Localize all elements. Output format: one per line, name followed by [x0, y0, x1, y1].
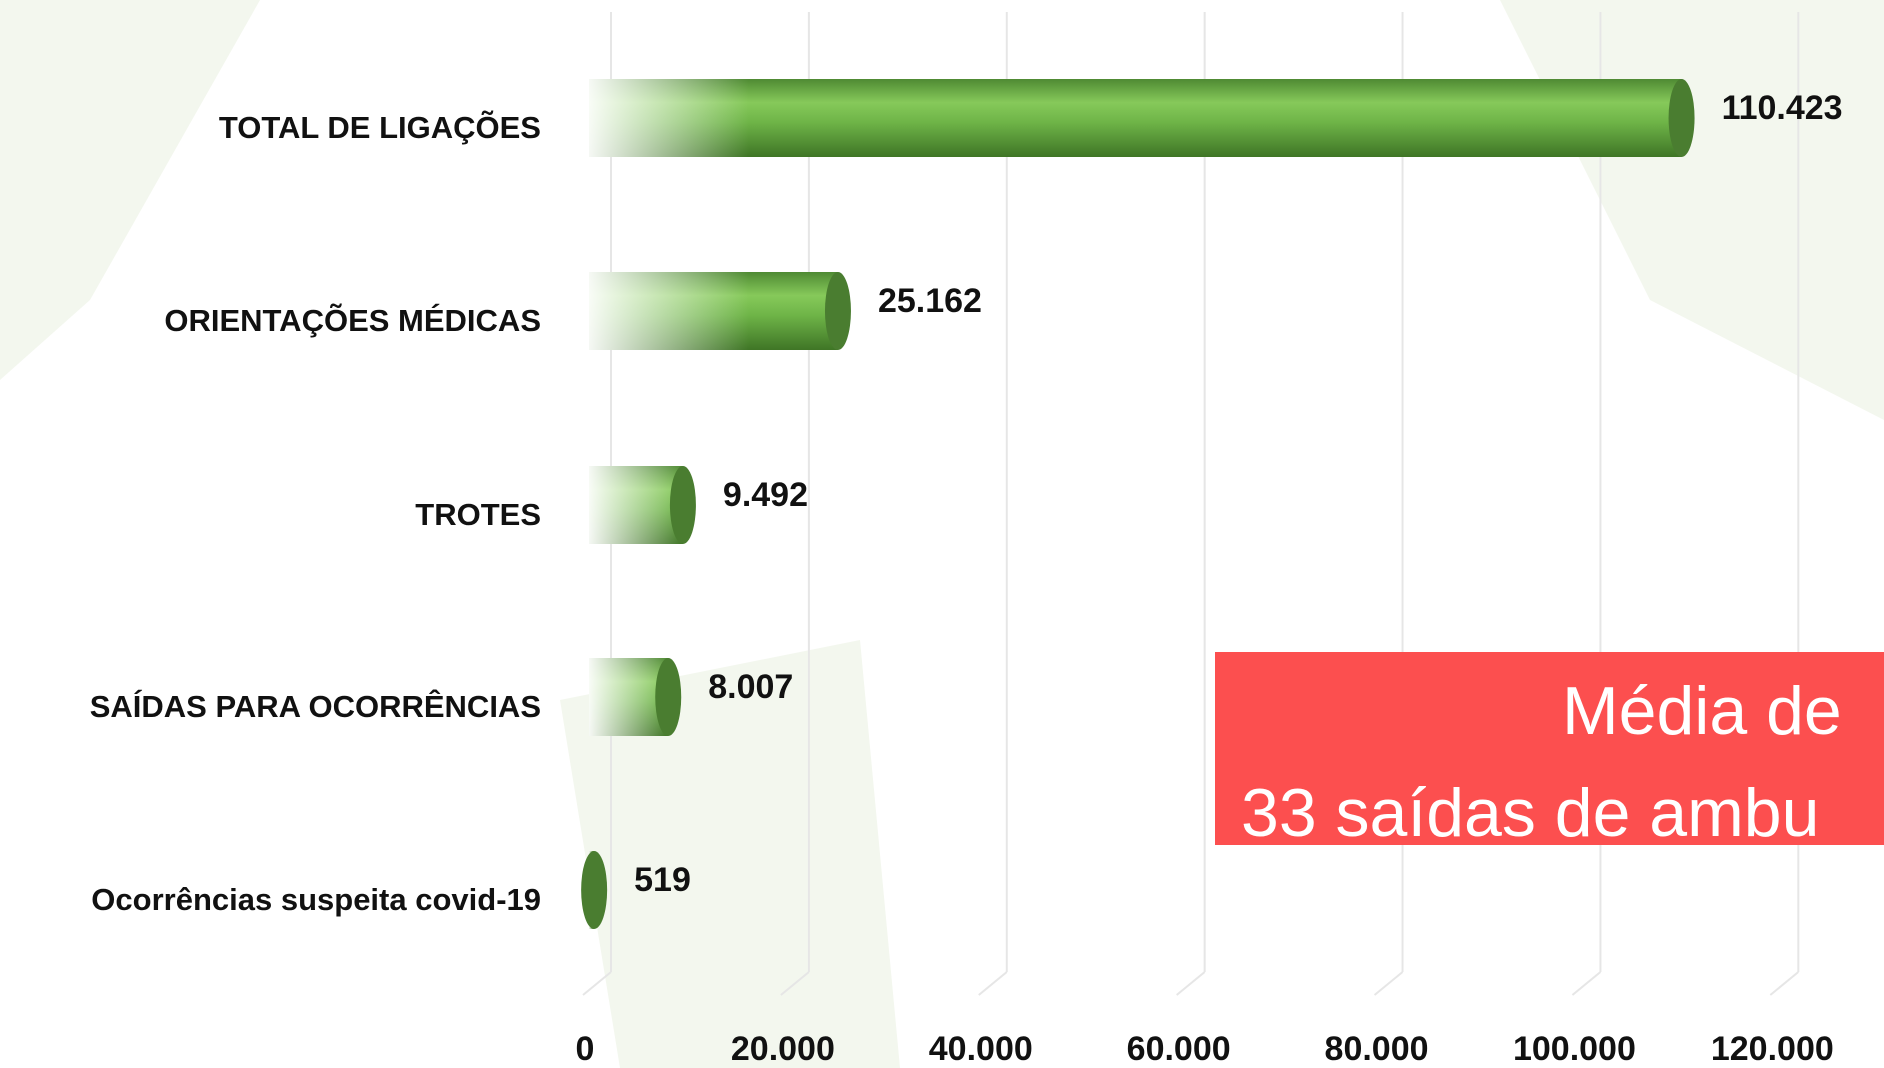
bars: TOTAL DE LIGAÇÕES 110.423 ORIENTAÇÕES MÉDI… [90, 79, 1843, 929]
note-text: 33 saídas de ambu [1241, 775, 1819, 851]
bar-fade [589, 272, 749, 350]
bar-cap [824, 272, 851, 350]
bar-fade [589, 658, 669, 736]
value-label: 110.423 [1722, 89, 1843, 127]
x-tick-label: 40.000 [929, 1030, 1033, 1068]
y-tick-label: ORIENTAÇÕES MÉDICAS [164, 302, 541, 338]
value-label: 25.162 [878, 282, 982, 320]
y-tick-label: SAÍDAS PARA OCORRÊNCIAS [90, 688, 541, 724]
grid-line-floor [1571, 971, 1602, 996]
bar-fade [589, 79, 749, 157]
value-label: 8.007 [708, 668, 793, 706]
bar-cap [655, 658, 682, 736]
bar [589, 79, 1682, 157]
x-tick-label: 100.000 [1513, 1030, 1636, 1068]
x-tick-label: 0 [576, 1030, 595, 1068]
y-tick-label: Ocorrências suspeita covid-19 [91, 882, 541, 917]
grid-line-floor [978, 971, 1008, 996]
x-tick-label: 20.000 [731, 1030, 835, 1068]
bar-cap [581, 851, 608, 929]
value-label: 9.492 [723, 476, 808, 514]
bar-cap [669, 466, 696, 544]
note-box [1215, 652, 1884, 845]
bar-cap [1668, 79, 1695, 157]
x-tick-label: 80.000 [1325, 1030, 1429, 1068]
x-tick-label: 120.000 [1711, 1030, 1834, 1068]
bar-fade [589, 466, 683, 544]
grid-line-floor [1373, 971, 1404, 996]
grid-line-floor [1769, 971, 1799, 996]
grid-line-floor [780, 971, 810, 996]
note-text: Média de [1562, 673, 1842, 749]
y-tick-label: TOTAL DE LIGAÇÕES [219, 109, 541, 145]
value-label: 519 [634, 861, 691, 899]
y-tick-label: TROTES [415, 497, 541, 532]
grid-line-floor [1176, 971, 1206, 996]
x-tick-label: 60.000 [1127, 1030, 1231, 1068]
grid-line-floor [582, 971, 612, 996]
